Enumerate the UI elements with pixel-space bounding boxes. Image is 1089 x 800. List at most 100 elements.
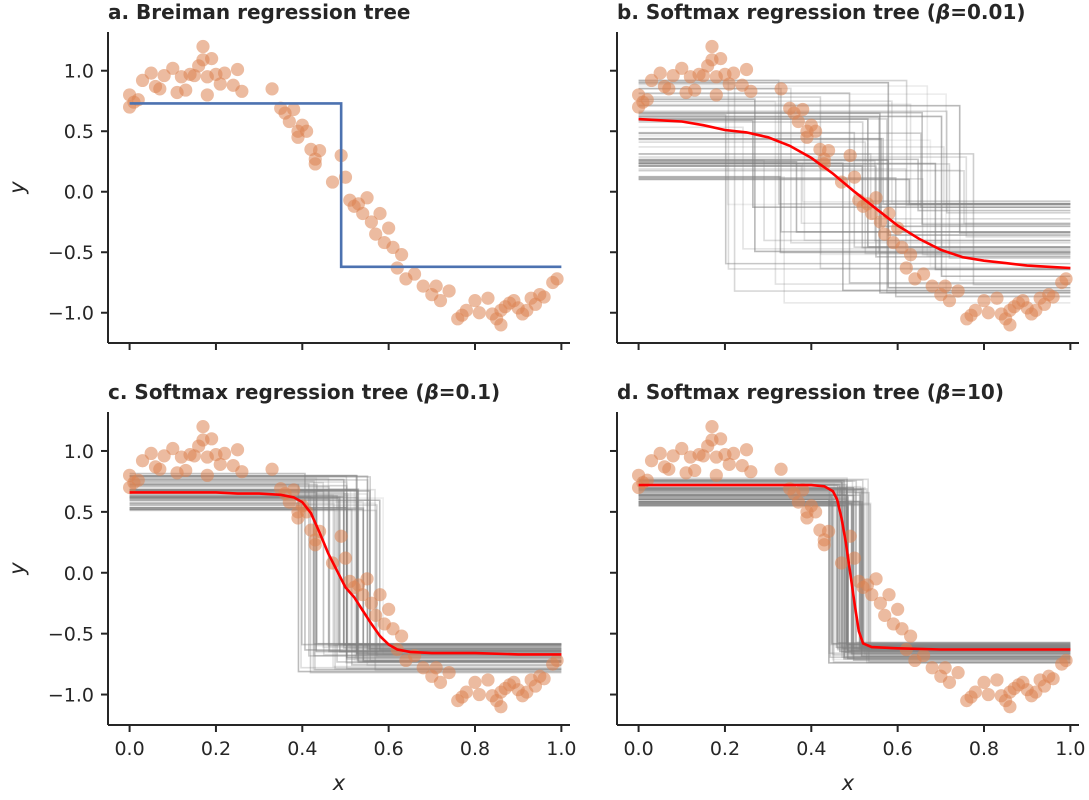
ensemble-tree-line [638,483,1071,657]
observation-point [416,661,430,675]
observation-point [308,538,322,552]
ensemble-tree-line [638,480,1071,658]
observation-point [356,206,370,221]
observation-point [364,215,378,229]
x-tick-label: 0.0 [623,738,653,760]
observation-point [200,468,214,482]
observation-point [666,68,680,83]
y-tick-label: 0.5 [64,121,94,143]
ensemble-tree-line [638,160,1071,233]
observation-point [843,529,857,543]
title-beta-symbol: β [423,380,438,404]
observation-point [977,675,991,689]
ensemble-tree-line [129,499,562,652]
ensemble-tree-line [638,493,1071,654]
x-tick-label: 0.6 [883,738,913,760]
observation-point [196,39,210,54]
observation-point [537,290,551,304]
observation-point [373,206,387,221]
ensemble-tree-line [638,96,1071,270]
y-tick-label: −0.5 [48,624,94,646]
observation-point [843,148,857,163]
ensemble-tree-line [129,489,562,650]
observation-point [705,39,719,54]
observation-point [904,629,918,643]
ensemble-tree-line [638,481,1071,650]
x-tick-label: 0.4 [796,738,826,760]
ensemble-tree-line [638,81,1071,236]
panel-b: b. Softmax regression tree (β=0.01) [610,0,1079,350]
observation-point [968,303,982,317]
observation-point [990,673,1004,687]
observation-point [709,468,723,482]
ensemble-tree-line [638,178,1071,205]
observation-point [644,454,659,468]
observation-point [472,687,486,702]
observation-point [990,291,1004,305]
ensemble-tree-line [638,80,1071,270]
ensemble-tree-line [638,486,1071,655]
ensemble-tree-line [638,159,1071,242]
observation-point [373,588,387,602]
ensemble-tree-line [129,494,562,658]
observation-point [442,666,456,680]
observation-point [468,294,482,308]
title-text-part: b. Softmax regression tree ( [617,0,936,24]
ensemble-tree-line [638,489,1071,654]
ensemble-tree-line [638,494,1071,646]
ensemble-tree-line [638,494,1071,648]
ensemble-tree-line [638,135,1071,256]
ensemble-tree-line [638,176,1071,304]
y-tick-label: −0.5 [48,242,94,264]
ensemble-tree-line [638,175,1071,254]
observation-point [653,66,667,80]
observation-point [865,588,879,602]
observation-point [157,68,171,83]
ensemble-tree-line [129,501,562,647]
y-tick-label: −1.0 [48,303,94,325]
ensemble-tree-line [638,132,1071,242]
ensemble-tree-line [638,484,1071,652]
observation-point [791,495,805,509]
observation-point [429,279,443,293]
observation-point [834,556,849,570]
observation-point [714,52,728,66]
observation-point [282,114,296,129]
observation-point [942,294,957,308]
observation-point [817,157,831,171]
observation-point [300,505,314,519]
observation-point [364,596,378,610]
ensemble-tree-line [638,100,1071,285]
panel-title: d. Softmax regression tree (β=10) [617,380,1004,404]
observation-point [869,191,883,205]
observation-point [878,227,892,241]
ensemble-tree-line [638,484,1071,653]
ensemble-tree-line [129,489,562,654]
ensemble-tree-line [638,121,1071,202]
y-tick-label: 0.0 [64,563,94,585]
observation-point [135,73,150,88]
observation-point [916,267,931,281]
observation-point [235,84,249,98]
observation-point [662,462,676,476]
x-tick-label: 0.6 [374,738,404,760]
ensemble-tree-line [638,490,1071,658]
x-axis-label: x [841,771,855,795]
ensemble-tree-line [638,494,1071,651]
observation-point [144,446,158,461]
observation-point [395,248,409,262]
panel-a: a. Breiman regression tree −1.0 −0.5 0.0 0.5… [5,0,570,350]
observation-point [1059,653,1073,668]
ensemble-tree-line [129,490,562,650]
observation-point [131,473,145,487]
observation-point [981,306,995,320]
observation-point [144,66,158,80]
observation-point [550,272,564,286]
panel-title: c. Softmax regression tree (β=0.1) [108,380,500,404]
ensemble-tree-line [638,93,1071,297]
observation-point [205,52,219,66]
ensemble-tree-line [638,503,1071,649]
observation-point [791,114,805,129]
observation-point [179,463,193,478]
